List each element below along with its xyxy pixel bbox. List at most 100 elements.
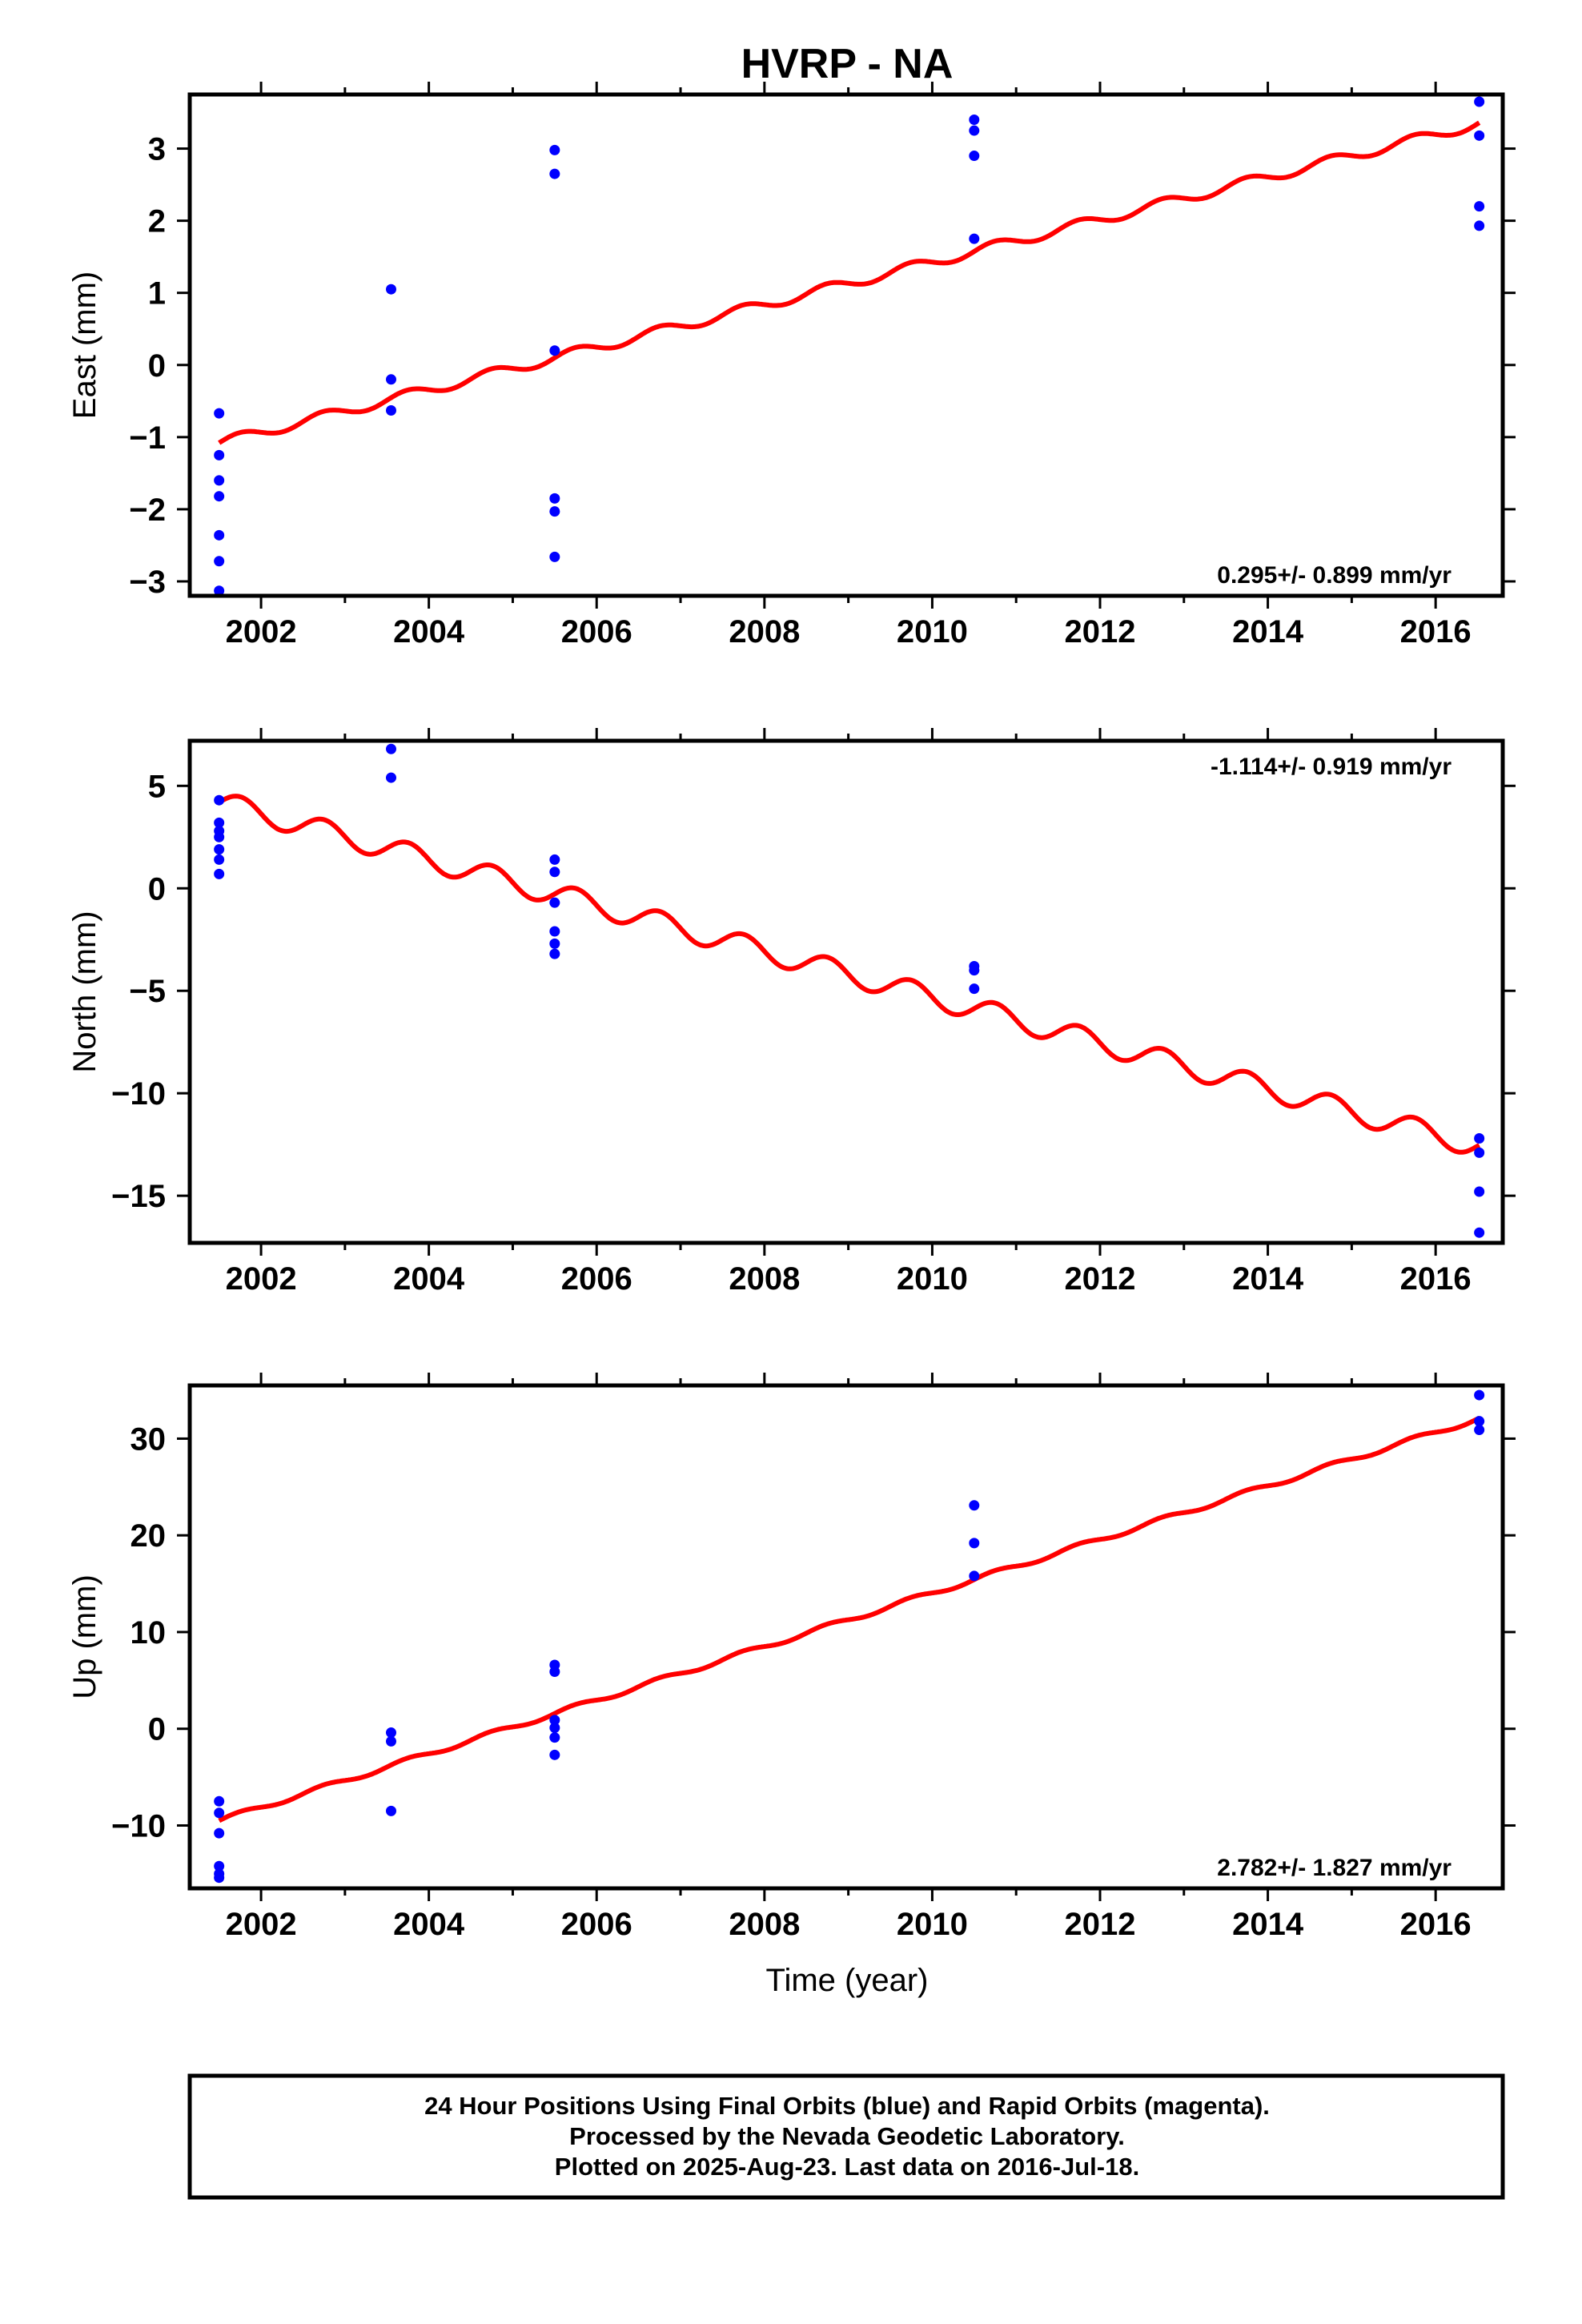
up-data-point bbox=[386, 1805, 397, 1816]
north-x-tick-label: 2014 bbox=[1232, 1261, 1304, 1297]
north-y-axis-label: North (mm) bbox=[67, 911, 102, 1072]
north-data-point bbox=[549, 938, 560, 949]
north-data-point bbox=[1474, 1132, 1485, 1144]
east-model-line bbox=[218, 120, 1481, 445]
up-data-point bbox=[549, 1666, 560, 1677]
up-data-point bbox=[1474, 1389, 1485, 1401]
north-data-point bbox=[549, 897, 560, 908]
east-data-point bbox=[214, 585, 225, 597]
north-data-point bbox=[214, 794, 225, 806]
north-x-tick-label: 2012 bbox=[1065, 1261, 1136, 1297]
north-x-tick-label: 2008 bbox=[729, 1261, 800, 1297]
north-data-point bbox=[1474, 1147, 1485, 1158]
east-data-point bbox=[1474, 96, 1485, 107]
east-data-point bbox=[969, 233, 980, 244]
footer-box bbox=[187, 2073, 1505, 2200]
up-x-tick-label: 2014 bbox=[1232, 1907, 1304, 1942]
up-x-tick-label: 2010 bbox=[897, 1907, 968, 1942]
north-data-point bbox=[214, 817, 225, 828]
north-data-point bbox=[214, 868, 225, 879]
east-data-point bbox=[1474, 220, 1485, 231]
north-x-tick-label: 2004 bbox=[393, 1261, 465, 1297]
east-x-tick-label: 2012 bbox=[1065, 614, 1136, 649]
north-data-point bbox=[549, 948, 560, 959]
north-y-tick-label: 0 bbox=[148, 871, 166, 907]
east-rate-label: 0.295+/- 0.899 mm/yr bbox=[1217, 562, 1452, 589]
east-y-tick-label: −1 bbox=[129, 420, 166, 456]
up-x-tick-label: 2008 bbox=[729, 1907, 800, 1942]
up-data-point bbox=[1474, 1416, 1485, 1427]
east-data-point bbox=[214, 475, 225, 486]
up-y-tick-label: 30 bbox=[130, 1421, 167, 1457]
up-data-point bbox=[386, 1735, 397, 1747]
east-x-tick-label: 2006 bbox=[561, 614, 632, 649]
east-x-tick-label: 2014 bbox=[1232, 614, 1304, 649]
east-data-point bbox=[386, 405, 397, 416]
north-data-point bbox=[214, 844, 225, 855]
up-x-tick-label: 2012 bbox=[1065, 1907, 1136, 1942]
east-y-tick-label: 3 bbox=[148, 132, 166, 167]
east-data-point bbox=[214, 408, 225, 419]
east-data-point bbox=[386, 374, 397, 385]
up-model-line bbox=[218, 1416, 1481, 1823]
north-data-point bbox=[386, 743, 397, 754]
east-data-point bbox=[549, 551, 560, 562]
east-y-axis-label: East (mm) bbox=[67, 271, 102, 419]
north-x-tick-label: 2016 bbox=[1400, 1261, 1472, 1297]
north-y-tick-label: −5 bbox=[129, 974, 166, 1009]
north-rate-label: -1.114+/- 0.919 mm/yr bbox=[1211, 754, 1452, 780]
up-rate-label: 2.782+/- 1.827 mm/yr bbox=[1217, 1855, 1452, 1881]
east-y-tick-label: 2 bbox=[148, 204, 166, 239]
footer-line-2: Processed by the Nevada Geodetic Laborat… bbox=[569, 2122, 1125, 2150]
north-data-point bbox=[214, 831, 225, 842]
east-x-tick-label: 2010 bbox=[897, 614, 968, 649]
up-data-point bbox=[969, 1538, 980, 1549]
east-data-point bbox=[969, 125, 980, 136]
north-data-point bbox=[1474, 1227, 1485, 1238]
north-x-tick-label: 2006 bbox=[561, 1261, 632, 1297]
up-data-point bbox=[549, 1749, 560, 1760]
x-axis-label: Time (year) bbox=[766, 1963, 929, 1998]
up-data-point bbox=[214, 1827, 225, 1839]
up-y-tick-label: −10 bbox=[111, 1809, 166, 1844]
up-data-point bbox=[549, 1715, 560, 1726]
east-data-point bbox=[214, 529, 225, 541]
east-y-tick-label: 0 bbox=[148, 348, 166, 384]
north-x-tick-label: 2002 bbox=[226, 1261, 297, 1297]
east-x-tick-label: 2008 bbox=[729, 614, 800, 649]
up-y-tick-label: 0 bbox=[148, 1712, 166, 1747]
up-plot-frame bbox=[187, 1383, 1505, 1891]
up-data-point bbox=[214, 1807, 225, 1819]
east-data-point bbox=[386, 283, 397, 295]
east-data-point bbox=[214, 491, 225, 502]
up-x-tick-label: 2004 bbox=[393, 1907, 465, 1942]
north-data-point bbox=[969, 965, 980, 976]
north-model-line bbox=[218, 794, 1481, 1155]
north-data-point bbox=[549, 866, 560, 878]
east-y-tick-label: −2 bbox=[129, 493, 166, 528]
east-data-point bbox=[969, 151, 980, 162]
east-data-point bbox=[214, 449, 225, 460]
east-data-point bbox=[549, 506, 560, 517]
up-data-point bbox=[549, 1732, 560, 1743]
east-y-tick-label: −3 bbox=[129, 565, 166, 600]
north-data-point bbox=[549, 854, 560, 865]
east-x-tick-label: 2016 bbox=[1400, 614, 1472, 649]
north-data-point bbox=[214, 854, 225, 865]
figure-title: HVRP - NA bbox=[741, 41, 954, 87]
north-y-tick-label: 5 bbox=[148, 769, 166, 804]
east-data-point bbox=[214, 556, 225, 567]
up-panel: 2002 2004 2006 2008 2010 2012 2014 2016 −10 0 10 20… bbox=[67, 1373, 1516, 1942]
east-data-point bbox=[549, 144, 560, 155]
east-y-tick-label: 1 bbox=[148, 276, 166, 312]
up-data-point bbox=[214, 1872, 225, 1884]
east-data-point bbox=[1474, 130, 1485, 141]
north-panel: 2002 2004 2006 2008 2010 2012 2014 2016 −15 −10 −5… bbox=[67, 728, 1516, 1297]
up-y-tick-label: 20 bbox=[130, 1518, 167, 1554]
north-data-point bbox=[549, 926, 560, 937]
north-y-tick-label: −10 bbox=[111, 1076, 166, 1112]
east-panel: 2002 2004 2006 2008 2010 2012 2014 2016 −3 −2 −1 0 1… bbox=[67, 82, 1516, 649]
east-data-point bbox=[549, 345, 560, 356]
up-x-tick-label: 2006 bbox=[561, 1907, 632, 1942]
